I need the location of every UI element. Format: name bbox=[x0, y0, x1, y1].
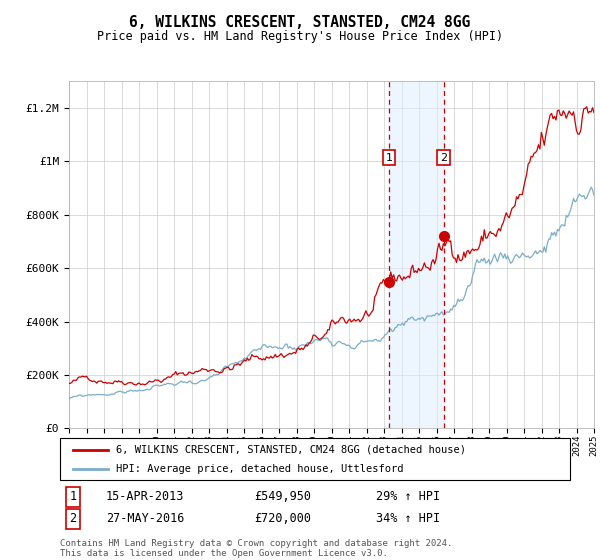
Text: Price paid vs. HM Land Registry's House Price Index (HPI): Price paid vs. HM Land Registry's House … bbox=[97, 30, 503, 43]
Text: This data is licensed under the Open Government Licence v3.0.: This data is licensed under the Open Gov… bbox=[60, 549, 388, 558]
Text: 1: 1 bbox=[386, 152, 392, 162]
Bar bbox=[389, 81, 443, 428]
Text: Contains HM Land Registry data © Crown copyright and database right 2024.: Contains HM Land Registry data © Crown c… bbox=[60, 539, 452, 548]
Text: 1: 1 bbox=[69, 490, 76, 503]
Text: HPI: Average price, detached house, Uttlesford: HPI: Average price, detached house, Uttl… bbox=[116, 464, 404, 474]
Text: 15-APR-2013: 15-APR-2013 bbox=[106, 490, 184, 503]
Text: 6, WILKINS CRESCENT, STANSTED, CM24 8GG (detached house): 6, WILKINS CRESCENT, STANSTED, CM24 8GG … bbox=[116, 445, 466, 455]
Text: 27-MAY-2016: 27-MAY-2016 bbox=[106, 512, 184, 525]
Text: 2: 2 bbox=[440, 152, 447, 162]
Text: 29% ↑ HPI: 29% ↑ HPI bbox=[376, 490, 440, 503]
Text: 34% ↑ HPI: 34% ↑ HPI bbox=[376, 512, 440, 525]
Text: 2: 2 bbox=[69, 512, 76, 525]
FancyBboxPatch shape bbox=[60, 438, 570, 480]
Text: 6, WILKINS CRESCENT, STANSTED, CM24 8GG: 6, WILKINS CRESCENT, STANSTED, CM24 8GG bbox=[130, 15, 470, 30]
Text: £720,000: £720,000 bbox=[254, 512, 311, 525]
Text: £549,950: £549,950 bbox=[254, 490, 311, 503]
